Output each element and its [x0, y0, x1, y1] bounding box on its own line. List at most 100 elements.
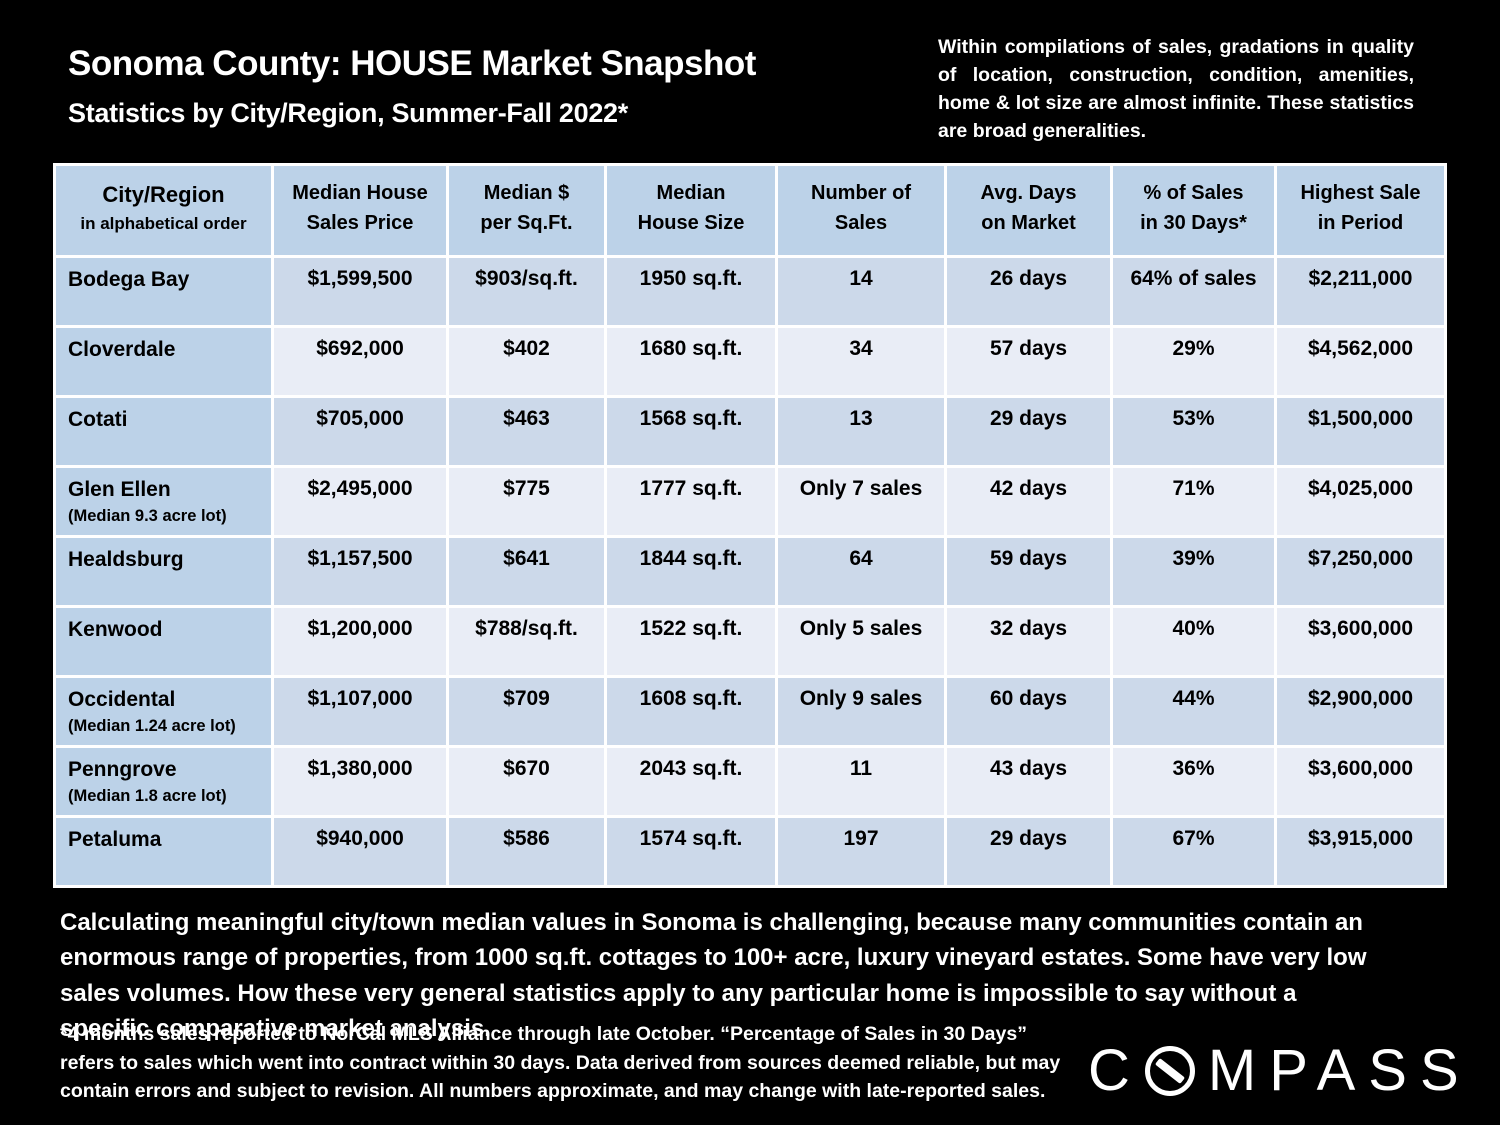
- median-price-cell: $1,200,000: [274, 608, 446, 675]
- column-header-avg-days: Avg. Days on Market: [947, 166, 1110, 255]
- avg-days-cell: 60 days: [947, 678, 1110, 745]
- statistics-table: City/Region in alphabetical order Median …: [53, 163, 1447, 888]
- highest-sale-cell: $7,250,000: [1277, 538, 1444, 605]
- column-header-line1: Highest Sale: [1300, 182, 1421, 204]
- median-size-cell: 1680 sq.ft.: [607, 328, 775, 395]
- city-cell: Kenwood: [56, 608, 271, 675]
- column-header-line2: in Period: [1317, 212, 1404, 234]
- pct-30days-cell: 44%: [1113, 678, 1274, 745]
- pct-30days-cell: 29%: [1113, 328, 1274, 395]
- pct-30days-cell: 39%: [1113, 538, 1274, 605]
- column-header-number-sales: Number of Sales: [778, 166, 944, 255]
- column-header-line1: % of Sales: [1143, 182, 1244, 204]
- median-price-cell: $1,380,000: [274, 748, 446, 815]
- column-header-line1: Avg. Days: [980, 182, 1077, 204]
- median-size-cell: 1777 sq.ft.: [607, 468, 775, 535]
- median-size-cell: 1574 sq.ft.: [607, 818, 775, 885]
- city-cell: Petaluma: [56, 818, 271, 885]
- median-price-cell: $2,495,000: [274, 468, 446, 535]
- number-sales-cell: 13: [778, 398, 944, 465]
- number-sales-cell: 197: [778, 818, 944, 885]
- price-per-sqft-cell: $586: [449, 818, 604, 885]
- pct-30days-cell: 71%: [1113, 468, 1274, 535]
- city-name: Kenwood: [68, 618, 163, 641]
- price-per-sqft-cell: $903/sq.ft.: [449, 258, 604, 325]
- page-title: Sonoma County: HOUSE Market Snapshot: [68, 44, 756, 83]
- number-sales-cell: 64: [778, 538, 944, 605]
- city-name: Bodega Bay: [68, 268, 190, 291]
- pct-30days-cell: 67%: [1113, 818, 1274, 885]
- city-name: Healdsburg: [68, 548, 184, 571]
- median-size-cell: 2043 sq.ft.: [607, 748, 775, 815]
- highest-sale-cell: $3,915,000: [1277, 818, 1444, 885]
- number-sales-cell: 34: [778, 328, 944, 395]
- compass-logo-letters: MPASS: [1207, 1038, 1472, 1103]
- median-size-cell: 1950 sq.ft.: [607, 258, 775, 325]
- city-name: Cotati: [68, 408, 128, 431]
- column-header-median-size: Median House Size: [607, 166, 775, 255]
- compass-logo-letter-c: C: [1088, 1038, 1143, 1103]
- compass-logo: C MPASS: [1088, 1040, 1472, 1102]
- city-note: (Median 9.3 acre lot): [68, 507, 227, 526]
- column-header-line1: City/Region: [102, 182, 225, 207]
- avg-days-cell: 26 days: [947, 258, 1110, 325]
- footnote-text: *4 months sales reported to NorCal MLS A…: [60, 1023, 1061, 1103]
- highest-sale-cell: $2,211,000: [1277, 258, 1444, 325]
- pct-30days-cell: 36%: [1113, 748, 1274, 815]
- compass-needle-icon: [1144, 1046, 1195, 1096]
- avg-days-cell: 32 days: [947, 608, 1110, 675]
- number-sales-cell: Only 5 sales: [778, 608, 944, 675]
- column-header-line2: in 30 Days*: [1140, 212, 1247, 234]
- city-name: Occidental: [68, 688, 176, 711]
- top-disclaimer-text: Within compilations of sales, gradations…: [938, 36, 1414, 142]
- city-name: Petaluma: [68, 828, 162, 851]
- highest-sale-cell: $1,500,000: [1277, 398, 1444, 465]
- column-header-line2: per Sq.Ft.: [480, 212, 573, 234]
- number-sales-cell: Only 9 sales: [778, 678, 944, 745]
- city-note: (Median 1.24 acre lot): [68, 717, 236, 736]
- column-header-city-region: City/Region in alphabetical order: [56, 166, 271, 255]
- column-header-line2: Sales Price: [306, 212, 414, 234]
- avg-days-cell: 43 days: [947, 748, 1110, 815]
- highest-sale-cell: $4,562,000: [1277, 328, 1444, 395]
- highest-sale-cell: $4,025,000: [1277, 468, 1444, 535]
- city-cell: Bodega Bay: [56, 258, 271, 325]
- price-per-sqft-cell: $670: [449, 748, 604, 815]
- column-header-median-ppsf: Median $ per Sq.Ft.: [449, 166, 604, 255]
- page-subtitle: Statistics by City/Region, Summer-Fall 2…: [68, 98, 628, 128]
- city-cell: Cloverdale: [56, 328, 271, 395]
- column-header-line1: Median $: [483, 182, 570, 204]
- median-price-cell: $692,000: [274, 328, 446, 395]
- city-cell: Healdsburg: [56, 538, 271, 605]
- pct-30days-cell: 64% of sales: [1113, 258, 1274, 325]
- median-price-cell: $705,000: [274, 398, 446, 465]
- needle-bar: [1154, 1057, 1185, 1085]
- number-sales-cell: 14: [778, 258, 944, 325]
- avg-days-cell: 42 days: [947, 468, 1110, 535]
- column-header-pct-30days: % of Sales in 30 Days*: [1113, 166, 1274, 255]
- city-name: Cloverdale: [68, 338, 176, 361]
- city-cell: Cotati: [56, 398, 271, 465]
- city-cell: Occidental (Median 1.24 acre lot): [56, 678, 271, 745]
- column-header-line2: in alphabetical order: [80, 214, 247, 233]
- avg-days-cell: 29 days: [947, 818, 1110, 885]
- highest-sale-cell: $2,900,000: [1277, 678, 1444, 745]
- column-header-line2: House Size: [637, 212, 745, 234]
- column-header-line1: Median House: [292, 182, 428, 204]
- median-price-cell: $1,599,500: [274, 258, 446, 325]
- number-sales-cell: Only 7 sales: [778, 468, 944, 535]
- bottom-commentary-text: Calculating meaningful city/town median …: [60, 909, 1367, 1042]
- price-per-sqft-cell: $402: [449, 328, 604, 395]
- avg-days-cell: 57 days: [947, 328, 1110, 395]
- city-cell: Glen Ellen (Median 9.3 acre lot): [56, 468, 271, 535]
- price-per-sqft-cell: $709: [449, 678, 604, 745]
- city-name: Glen Ellen: [68, 478, 171, 501]
- column-header-line2: Sales: [834, 212, 888, 234]
- avg-days-cell: 59 days: [947, 538, 1110, 605]
- column-header-line1: Median: [656, 182, 726, 204]
- column-header-line2: on Market: [981, 212, 1076, 234]
- price-per-sqft-cell: $641: [449, 538, 604, 605]
- median-size-cell: 1522 sq.ft.: [607, 608, 775, 675]
- column-header-median-price: Median House Sales Price: [274, 166, 446, 255]
